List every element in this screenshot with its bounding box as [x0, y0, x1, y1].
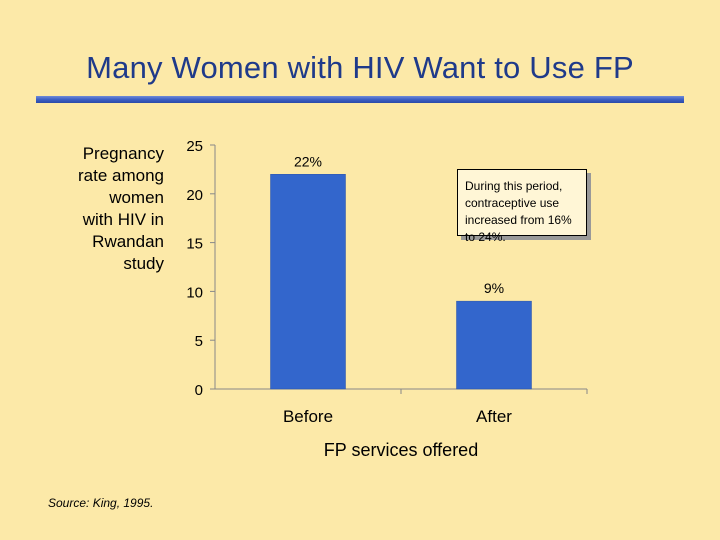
- y-tick-label: 20: [186, 187, 203, 204]
- bar: [270, 174, 346, 390]
- y-axis-label: Pregnancy rate among women with HIV in R…: [40, 143, 164, 275]
- source-citation: Source: King, 1995.: [48, 496, 154, 510]
- slide-title: Many Women with HIV Want to Use FP: [86, 50, 634, 85]
- x-tick-label: After: [476, 407, 512, 426]
- y-axis-label-line: rate among: [78, 166, 164, 185]
- y-tick-label: 5: [195, 333, 203, 350]
- annotation-box: During this period, contraceptive use in…: [457, 169, 587, 244]
- y-tick-label: 15: [186, 236, 203, 253]
- y-axis-label-line: study: [123, 254, 164, 273]
- y-axis-label-line: women: [109, 188, 164, 207]
- x-tick-label: Before: [283, 407, 333, 426]
- data-label: 9%: [484, 280, 504, 296]
- y-axis-label-line: with HIV in: [82, 210, 164, 229]
- y-tick-label: 10: [186, 284, 203, 301]
- y-tick-label: 0: [195, 382, 203, 399]
- bar: [456, 300, 532, 390]
- y-axis-label-line: Pregnancy: [82, 144, 164, 163]
- data-label: 22%: [294, 153, 322, 169]
- y-axis-label-line: Rwandan: [92, 232, 164, 251]
- title-underline: [36, 96, 684, 103]
- y-tick-label: 25: [186, 138, 203, 155]
- x-axis-title: FP services offered: [324, 440, 478, 460]
